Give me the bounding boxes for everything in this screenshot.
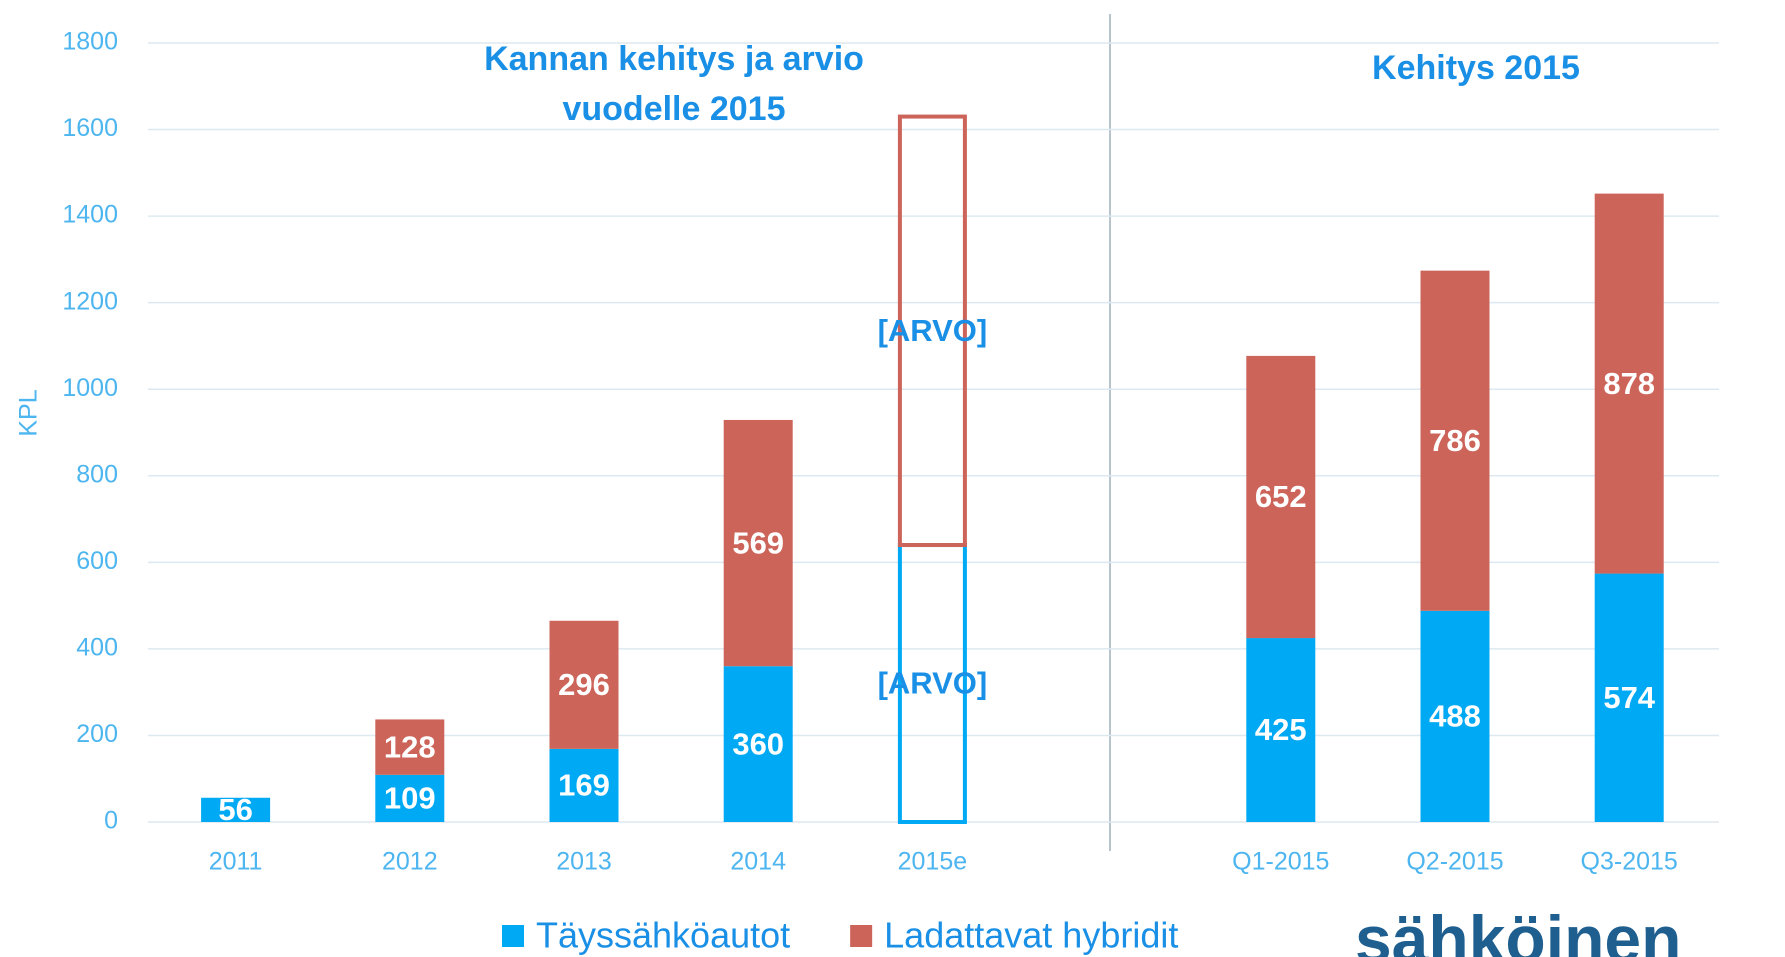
- bar-segment: [549, 748, 619, 822]
- bar-segment: [1246, 638, 1316, 822]
- annotation: Kannan kehitys ja arvio: [484, 40, 864, 78]
- bar-segment: [897, 114, 967, 548]
- legend-label: Täyssähköautot: [536, 915, 790, 956]
- x-tick-label: 2011: [209, 848, 263, 876]
- bar-segment: [723, 666, 793, 822]
- bar-segment: [549, 620, 619, 749]
- y-tick-label: 1800: [62, 28, 118, 56]
- data-label: 878: [1603, 366, 1655, 401]
- data-label: 360: [732, 726, 784, 761]
- bar-segment: [375, 774, 445, 822]
- y-tick-label: 800: [76, 460, 118, 488]
- data-label: 488: [1429, 699, 1481, 734]
- data-label: 169: [558, 768, 610, 803]
- data-label: 652: [1255, 479, 1307, 514]
- data-label: 569: [732, 525, 784, 560]
- y-tick-label: 1400: [62, 201, 118, 229]
- x-tick-label: 2012: [382, 848, 438, 876]
- y-tick-label: 1200: [62, 287, 118, 315]
- y-tick-label: 400: [76, 633, 118, 661]
- annotation: vuodelle 2015: [562, 90, 785, 128]
- y-tick-label: 0: [104, 807, 118, 835]
- annotation: Kehitys 2015: [1372, 49, 1580, 87]
- legend-swatch: [502, 925, 524, 947]
- y-tick-label: 1600: [62, 114, 118, 142]
- y-tick-label: 1000: [62, 374, 118, 402]
- data-label: 296: [558, 667, 610, 702]
- x-tick-label: Q1-2015: [1232, 848, 1329, 876]
- data-label: 574: [1603, 680, 1655, 715]
- data-label: 56: [218, 792, 252, 827]
- x-tick-label: Q3-2015: [1581, 848, 1678, 876]
- bar-segment: [1594, 193, 1664, 574]
- x-tick-label: 2014: [730, 848, 786, 876]
- logo: sähköinen: [1355, 902, 1681, 957]
- bar-segment: [1420, 610, 1490, 822]
- bar-segment: [201, 797, 271, 822]
- bar-segment: [375, 719, 445, 775]
- bar-segment: [723, 419, 793, 667]
- data-label: [ARVO]: [878, 666, 988, 701]
- data-label: [ARVO]: [878, 313, 988, 348]
- data-label: 786: [1429, 423, 1481, 458]
- legend-swatch: [850, 925, 873, 947]
- x-tick-label: 2013: [556, 848, 612, 876]
- bar-segment: [1246, 355, 1316, 639]
- data-label: 109: [384, 781, 436, 816]
- x-tick-label: Q2-2015: [1406, 848, 1503, 876]
- y-axis-label: KPL: [15, 389, 43, 436]
- legend-label: Ladattavat hybridit: [884, 915, 1178, 956]
- x-tick-label: 2015e: [898, 848, 968, 876]
- data-label: 425: [1255, 712, 1307, 747]
- bar-segment: [1420, 270, 1490, 611]
- y-tick-label: 200: [76, 720, 118, 748]
- bar-segment: [1594, 573, 1664, 822]
- y-tick-label: 600: [76, 547, 118, 575]
- data-label: 128: [384, 729, 436, 764]
